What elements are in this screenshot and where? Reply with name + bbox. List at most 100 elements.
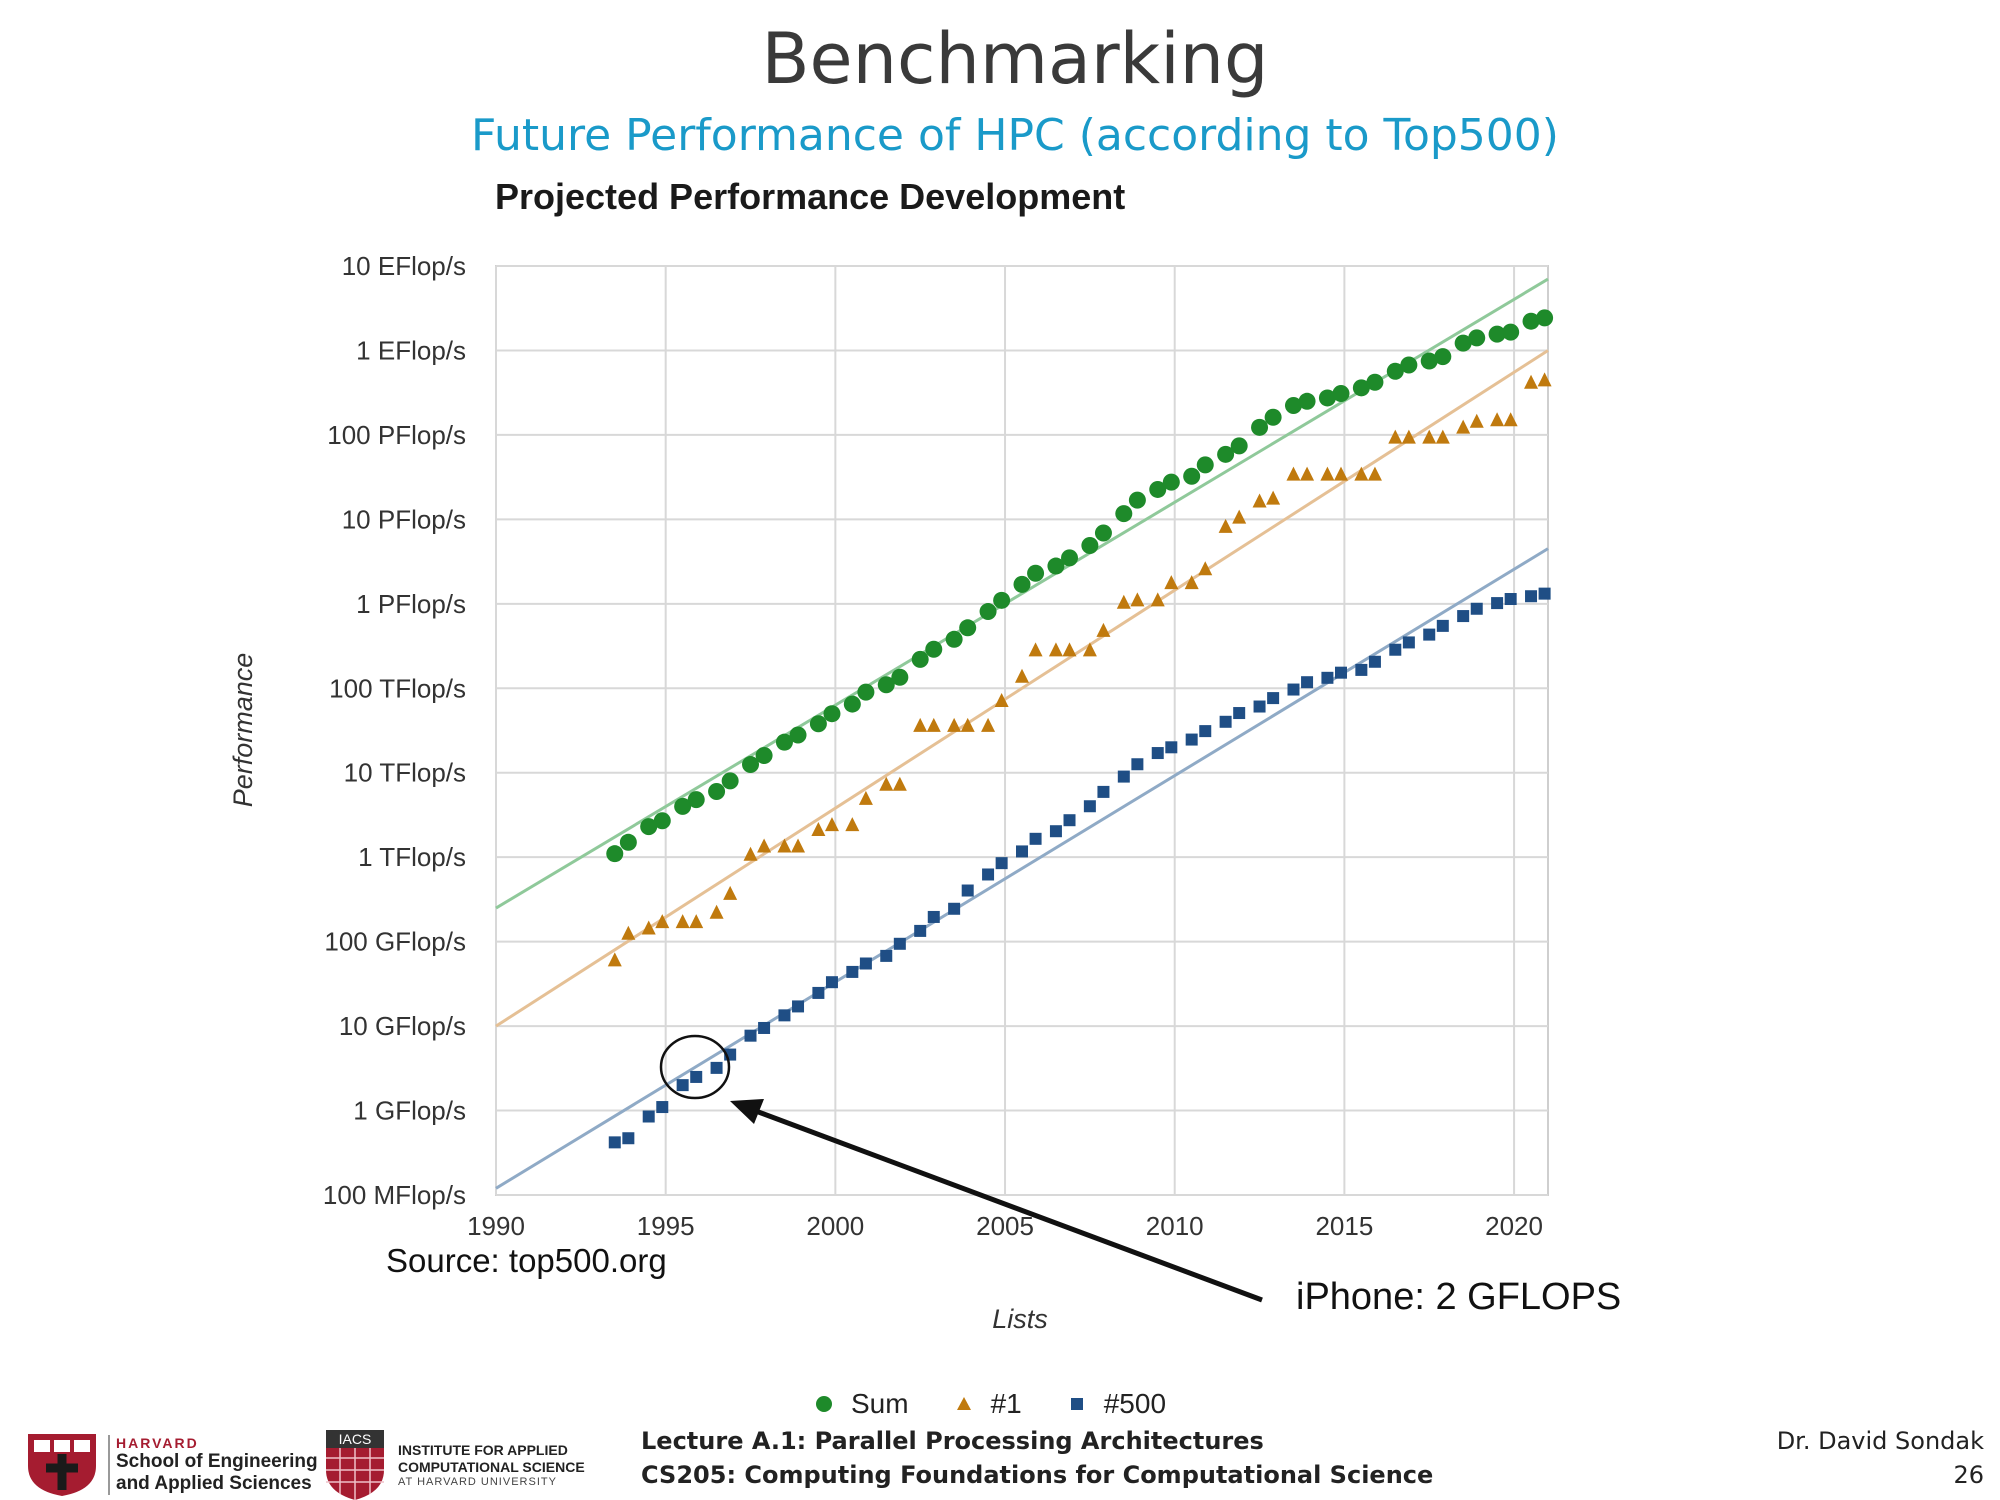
data-point-sum xyxy=(619,833,637,851)
data-point-sum xyxy=(708,782,726,800)
iacs-shield-icon xyxy=(326,1448,384,1500)
data-point-no500 xyxy=(792,1000,805,1013)
y-tick-label: 100 PFlop/s xyxy=(327,420,466,450)
data-point-no500 xyxy=(1389,643,1402,656)
data-point-sum xyxy=(1115,505,1133,523)
data-point-no1 xyxy=(1062,642,1077,657)
data-point-no500 xyxy=(1199,725,1212,738)
x-axis-label: Lists xyxy=(992,1304,1048,1334)
data-point-sum xyxy=(979,603,997,621)
data-point-no1 xyxy=(1388,429,1403,444)
data-point-no500 xyxy=(1131,758,1144,771)
data-point-no500 xyxy=(622,1132,635,1145)
data-point-sum xyxy=(1128,491,1146,509)
x-tick-label: 2015 xyxy=(1315,1211,1373,1241)
iphone-callout-arrow xyxy=(744,1104,1263,1303)
data-point-no1 xyxy=(723,885,738,900)
y-tick-label: 1 GFlop/s xyxy=(353,1096,466,1126)
y-tick-label: 10 TFlop/s xyxy=(344,758,466,788)
harvard-shield-icon xyxy=(28,1434,96,1496)
data-point-no500 xyxy=(1301,676,1314,689)
data-point-no1 xyxy=(1300,466,1315,481)
chart-grid xyxy=(495,265,1549,1196)
data-point-sum xyxy=(1183,467,1201,485)
data-point-sum xyxy=(742,756,760,774)
data-point-sum xyxy=(1094,524,1112,542)
y-tick-label: 100 TFlop/s xyxy=(329,673,466,703)
data-point-sum xyxy=(891,668,909,686)
data-point-sum xyxy=(775,733,793,751)
plot-frame xyxy=(495,265,1549,1196)
data-point-sum xyxy=(1251,418,1269,436)
data-point-sum xyxy=(1454,334,1472,352)
data-point-sum xyxy=(959,619,977,637)
course-title: CS205: Computing Foundations for Computa… xyxy=(641,1461,1434,1489)
data-point-sum xyxy=(721,772,739,790)
data-point-sum xyxy=(1217,445,1235,463)
iacs-badge: IACS xyxy=(326,1430,384,1448)
data-point-no500 xyxy=(995,857,1008,870)
data-point-no500 xyxy=(1083,800,1096,813)
data-point-no500 xyxy=(1321,671,1334,684)
data-point-no1 xyxy=(981,717,996,732)
data-point-no500 xyxy=(1185,733,1198,746)
data-point-no500 xyxy=(948,902,961,915)
y-tick-label: 100 MFlop/s xyxy=(323,1180,466,1210)
data-point-no1 xyxy=(1028,642,1043,657)
data-point-sum xyxy=(1522,312,1540,330)
data-point-sum xyxy=(857,683,875,701)
data-point-no1 xyxy=(709,904,724,919)
data-point-sum xyxy=(1536,309,1554,327)
data-point-no500 xyxy=(1491,597,1504,610)
data-point-sum xyxy=(687,791,705,809)
y-tick-label: 10 EFlop/s xyxy=(342,251,466,281)
data-point-no500 xyxy=(1016,845,1028,858)
data-point-no500 xyxy=(1334,666,1347,679)
data-point-no1 xyxy=(858,790,873,805)
x-tick-label: 2005 xyxy=(976,1211,1034,1241)
data-point-sum xyxy=(1081,537,1099,555)
data-point-sum xyxy=(1332,385,1350,403)
harvard-seas-logo: HARVARD School of Engineering and Applie… xyxy=(24,1432,318,1498)
data-point-no500 xyxy=(656,1101,669,1114)
data-point-no1 xyxy=(1015,668,1029,683)
data-point-no1 xyxy=(824,817,839,832)
data-point-no1 xyxy=(1116,594,1131,609)
data-point-sum xyxy=(1488,325,1506,343)
data-point-no1 xyxy=(947,717,962,732)
data-point-no500 xyxy=(1219,715,1232,728)
data-point-no500 xyxy=(1470,602,1483,615)
data-point-sum xyxy=(1352,379,1370,397)
data-point-no1 xyxy=(675,914,690,929)
data-point-no1 xyxy=(1456,419,1471,434)
iacs-line3: AT HARVARD UNIVERSITY xyxy=(398,1476,557,1488)
data-point-no1 xyxy=(1286,466,1301,481)
author-info: Dr. David Sondak 26 xyxy=(1777,1424,1984,1492)
chart-legend: Sum #1 #500 xyxy=(815,1388,1212,1420)
data-point-no500 xyxy=(1525,590,1538,603)
data-point-no1 xyxy=(1184,575,1199,590)
data-point-sum xyxy=(1264,408,1282,426)
data-point-sum xyxy=(755,746,773,764)
data-point-no1 xyxy=(913,717,928,732)
data-point-no500 xyxy=(880,949,893,962)
data-point-no500 xyxy=(1049,825,1062,838)
data-point-sum xyxy=(1061,549,1079,567)
data-point-sum xyxy=(877,676,895,694)
data-point-sum xyxy=(1047,557,1065,575)
legend-item-no1: #1 xyxy=(955,1388,1022,1420)
data-point-no1 xyxy=(1266,490,1281,505)
trend-line xyxy=(495,349,1549,1028)
data-point-no1 xyxy=(757,838,772,853)
data-point-no500 xyxy=(1253,700,1266,713)
y-tick-label: 1 PFlop/s xyxy=(356,589,466,619)
data-point-no500 xyxy=(1287,683,1300,696)
data-point-no500 xyxy=(642,1110,655,1123)
x-tick-label: 2000 xyxy=(806,1211,864,1241)
data-point-no500 xyxy=(846,965,859,978)
data-point-sum xyxy=(653,812,671,830)
legend-item-sum: Sum xyxy=(815,1388,909,1420)
data-point-sum xyxy=(1434,348,1452,366)
data-point-no1 xyxy=(1130,592,1145,607)
data-point-no1 xyxy=(1048,642,1063,657)
